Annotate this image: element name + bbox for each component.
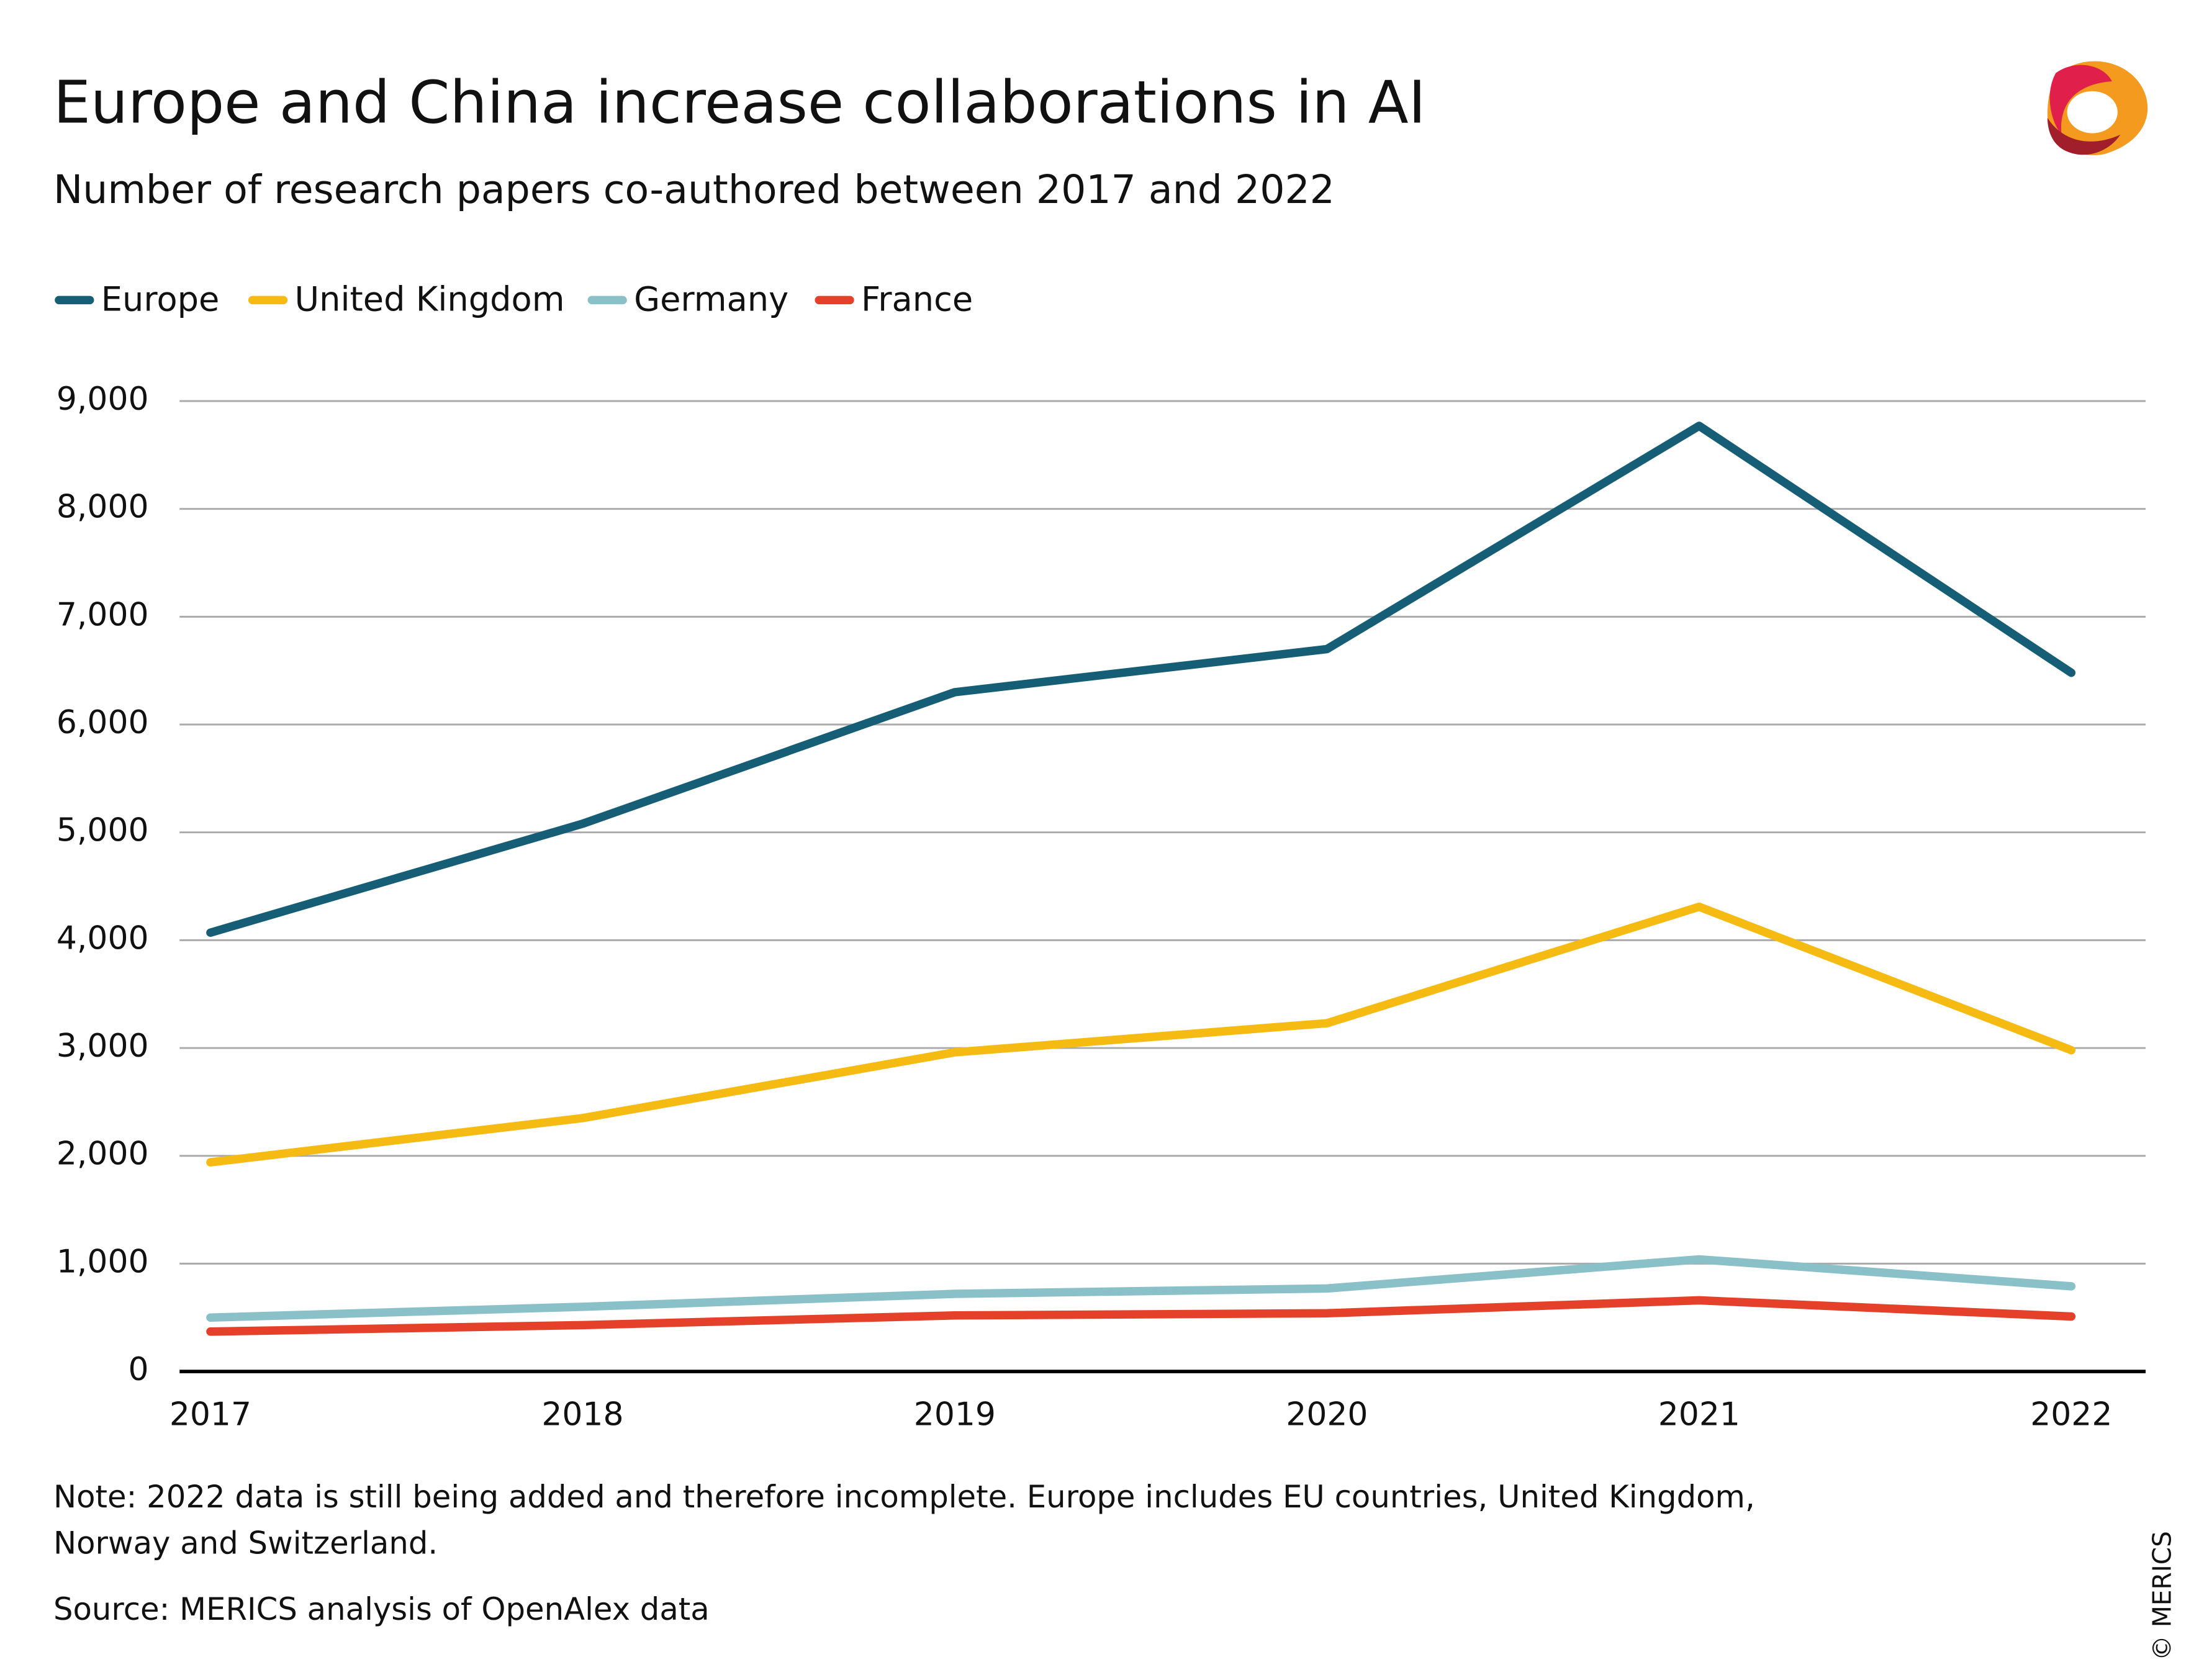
y-tick-label: 0: [129, 1351, 149, 1388]
x-tick-label: 2020: [1286, 1396, 1368, 1433]
x-tick-label: 2019: [914, 1396, 996, 1433]
logo-shape: [2049, 65, 2112, 135]
y-tick-label: 3,000: [56, 1027, 149, 1065]
legend-label: France: [861, 279, 973, 318]
y-tick-label: 9,000: [56, 381, 149, 418]
x-tick-label: 2017: [169, 1396, 251, 1433]
y-tick-label: 8,000: [56, 489, 149, 526]
y-tick-label: 7,000: [56, 596, 149, 633]
x-tick-label: 2018: [541, 1396, 623, 1433]
logo-shape: [2047, 117, 2121, 155]
series-line: [206, 422, 2076, 937]
copyright: © MERICS: [2147, 1531, 2177, 1661]
y-tick-label: 6,000: [56, 704, 149, 741]
y-tick-label: 5,000: [56, 812, 149, 849]
series-line: [206, 1296, 2076, 1336]
x-tick-label: 2022: [2030, 1396, 2112, 1433]
y-tick-label: 4,000: [56, 919, 149, 957]
legend-label: Europe: [101, 279, 220, 318]
series-line: [206, 902, 2076, 1167]
y-tick-label: 2,000: [56, 1136, 149, 1173]
logo-shape: [2067, 91, 2118, 133]
source: Source: MERICS analysis of OpenAlex data: [53, 1592, 710, 1628]
notes: Note: 2022 data is still being added and…: [53, 1481, 1755, 1628]
legend-label: Germany: [634, 279, 788, 318]
chart-title: Europe and China increase collaborations…: [53, 69, 1426, 137]
chart-subtitle: Number of research papers co-authored be…: [53, 166, 1335, 212]
x-tick-label: 2021: [1658, 1396, 1740, 1433]
legend-label: United Kingdom: [294, 279, 564, 318]
logo: [2047, 61, 2148, 156]
note: Note: 2022 data is still being added and…: [53, 1481, 1755, 1563]
series-line: [206, 1255, 2076, 1322]
y-tick-label: 1,000: [56, 1243, 149, 1280]
